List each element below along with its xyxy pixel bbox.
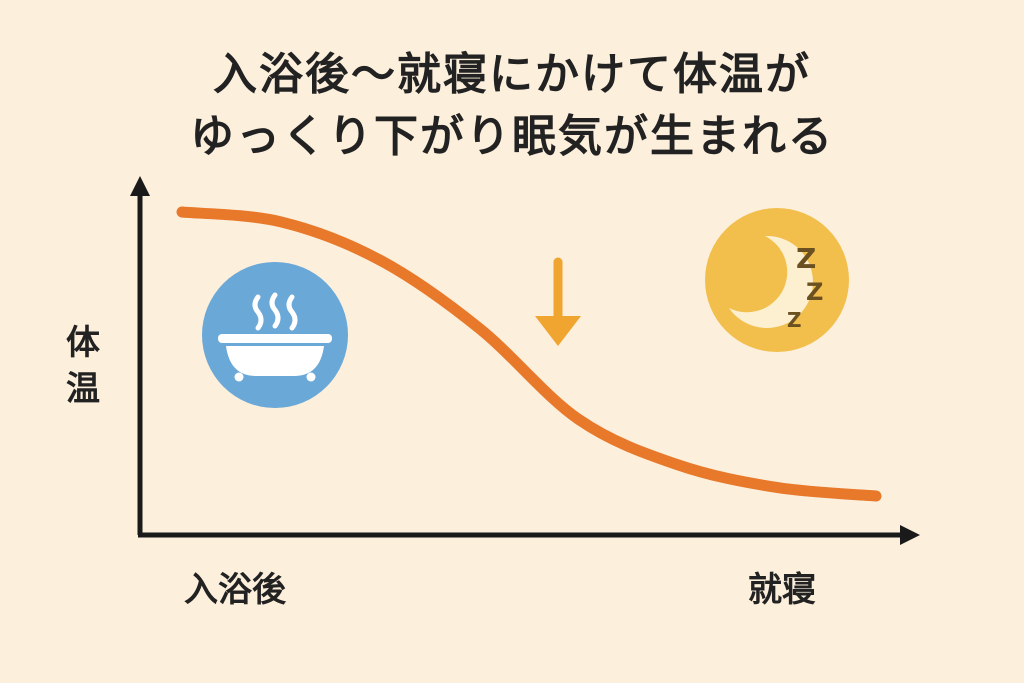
y-axis-label: 体温 xyxy=(66,323,100,409)
x-axis xyxy=(138,525,920,545)
chart-title-line-2: ゆっくり下がり眠気が生まれる xyxy=(190,111,834,162)
moon-sleep-icon: Z Z Z xyxy=(705,208,849,352)
bath-icon xyxy=(202,262,348,408)
zzz-small: Z xyxy=(787,308,802,332)
x-tick-label-start: 入浴後 xyxy=(184,570,286,610)
down-arrow-icon xyxy=(535,257,581,346)
zzz-large: Z xyxy=(796,242,816,275)
x-tick-label-end: 就寝 xyxy=(748,570,816,610)
chart-title-line-1: 入浴後〜就寝にかけて体温が xyxy=(213,49,811,100)
temperature-line xyxy=(176,206,882,502)
y-axis xyxy=(130,176,150,535)
zzz-medium: Z xyxy=(806,278,823,306)
